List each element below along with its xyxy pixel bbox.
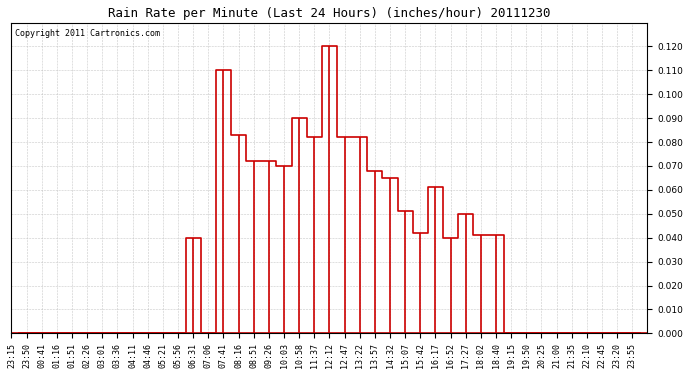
Text: Copyright 2011 Cartronics.com: Copyright 2011 Cartronics.com (14, 29, 159, 38)
Title: Rain Rate per Minute (Last 24 Hours) (inches/hour) 20111230: Rain Rate per Minute (Last 24 Hours) (in… (108, 7, 551, 20)
